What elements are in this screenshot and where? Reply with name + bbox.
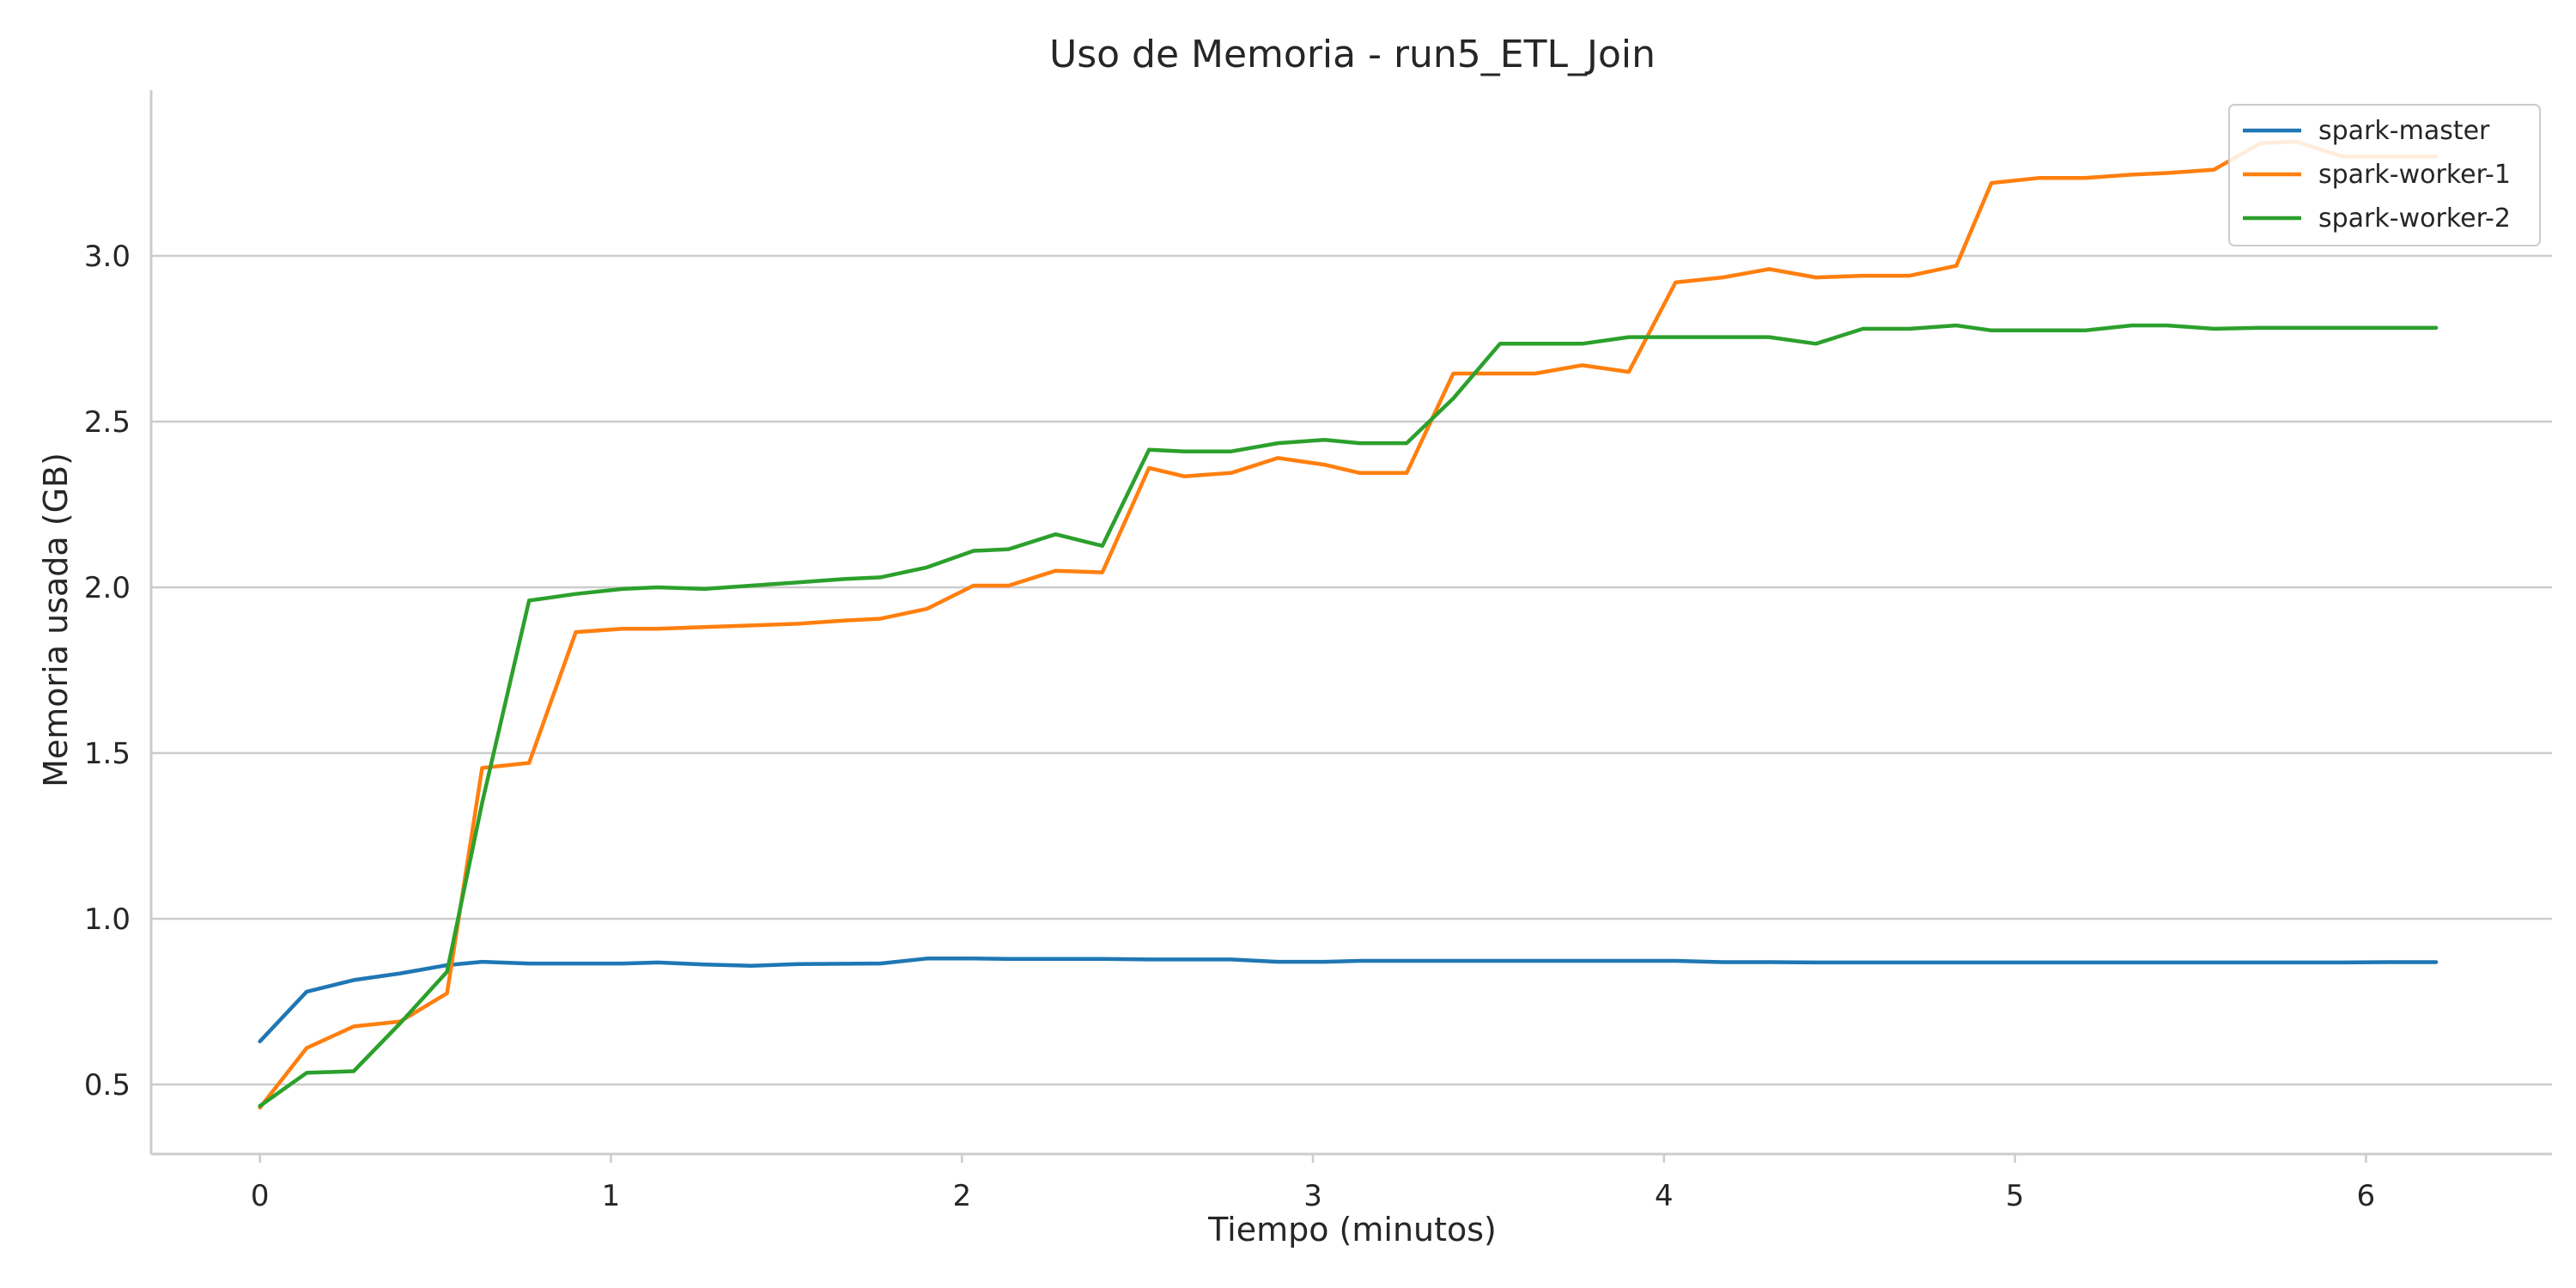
x-tick-label: 1 <box>602 1179 621 1213</box>
x-tick-label: 3 <box>1303 1179 1322 1213</box>
x-tick-label: 5 <box>2006 1179 2025 1213</box>
y-grid <box>151 254 2552 1086</box>
series-line-spark-worker-2 <box>258 323 2439 1109</box>
x-tick-label: 0 <box>251 1179 270 1213</box>
series-lines <box>258 139 2439 1110</box>
tick-labels: 0.5 1.0 1.5 2.0 2.5 3.0 0 1 2 3 4 5 6 <box>84 240 2375 1213</box>
y-axis-label: Memoria usada (GB) <box>37 453 75 787</box>
chart-title: Uso de Memoria - run5_ETL_Join <box>1049 33 1656 76</box>
y-tick-label: 2.5 <box>84 405 131 440</box>
legend-box <box>2228 104 2541 246</box>
x-tick-label: 6 <box>2357 1179 2376 1213</box>
series-line-spark-worker-1 <box>258 139 2439 1110</box>
series-line-spark-master <box>258 957 2439 1044</box>
legend-entry: spark-master <box>2318 116 2490 146</box>
y-tick-label: 2.0 <box>84 571 131 605</box>
x-tick-label: 4 <box>1655 1179 1674 1213</box>
y-tick-label: 1.0 <box>84 902 131 937</box>
y-tick-label: 0.5 <box>84 1068 131 1103</box>
y-tick-label: 3.0 <box>84 240 131 274</box>
x-axis-label: Tiempo (minutos) <box>1207 1211 1497 1249</box>
legend: spark-master spark-worker-1 spark-worker-2 <box>2228 104 2541 246</box>
x-tick-label: 2 <box>952 1179 971 1213</box>
axes-spines <box>149 90 2552 1156</box>
y-tick-label: 1.5 <box>84 737 131 771</box>
legend-entry: spark-worker-1 <box>2318 160 2511 190</box>
legend-entry: spark-worker-2 <box>2318 204 2511 234</box>
